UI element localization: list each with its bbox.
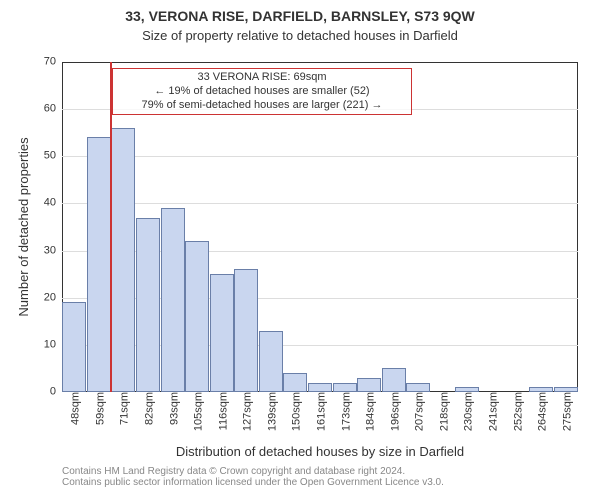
footer-line-1: Contains HM Land Registry data © Crown c…: [62, 466, 444, 477]
x-tick-label: 105sqm: [190, 392, 205, 431]
y-tick-label: 40: [44, 198, 62, 209]
histogram-bar: [210, 274, 234, 392]
x-tick-label: 252sqm: [509, 392, 524, 431]
histogram-bar: [111, 128, 135, 392]
histogram-bar: [382, 368, 406, 392]
y-tick-label: 50: [44, 151, 62, 162]
annotation-line: 79% of semi-detached houses are larger (…: [117, 99, 407, 113]
x-tick-label: 127sqm: [239, 392, 254, 431]
x-tick-label: 184sqm: [362, 392, 377, 431]
x-tick-label: 264sqm: [534, 392, 549, 431]
histogram-bar: [234, 269, 258, 392]
x-tick-label: 116sqm: [214, 392, 229, 430]
y-tick-label: 0: [50, 387, 62, 398]
x-axis-label: Distribution of detached houses by size …: [62, 444, 578, 459]
x-tick-label: 139sqm: [263, 392, 278, 431]
x-tick-label: 173sqm: [337, 392, 352, 431]
histogram-bar: [308, 383, 332, 392]
x-tick-label: 150sqm: [288, 392, 303, 431]
footer-credits: Contains HM Land Registry data © Crown c…: [62, 466, 444, 488]
histogram-bar: [283, 373, 307, 392]
annotation-box: 33 VERONA RISE: 69sqm← 19% of detached h…: [112, 68, 412, 115]
y-axis-label: Number of detached properties: [16, 62, 31, 392]
chart-plot-area: 01020304050607048sqm59sqm71sqm82sqm93sqm…: [62, 62, 578, 392]
x-tick-label: 161sqm: [313, 392, 328, 431]
histogram-bar: [87, 137, 111, 392]
histogram-bar: [62, 302, 86, 392]
histogram-bar: [185, 241, 209, 392]
x-tick-label: 48sqm: [67, 392, 82, 425]
axis-top: [62, 62, 578, 63]
x-tick-label: 241sqm: [485, 392, 500, 431]
footer-line-2: Contains public sector information licen…: [62, 477, 444, 488]
gridline: [62, 156, 578, 157]
y-tick-label: 70: [44, 57, 62, 68]
y-tick-label: 20: [44, 292, 62, 303]
annotation-line: ← 19% of detached houses are smaller (52…: [117, 85, 407, 99]
y-tick-label: 60: [44, 104, 62, 115]
x-tick-label: 207sqm: [411, 392, 426, 431]
annotation-line: 33 VERONA RISE: 69sqm: [117, 71, 407, 85]
histogram-bar: [161, 208, 185, 392]
histogram-bar: [259, 331, 283, 392]
x-tick-label: 218sqm: [435, 392, 450, 431]
y-tick-label: 10: [44, 339, 62, 350]
page-root: { "title": "33, VERONA RISE, DARFIELD, B…: [0, 0, 600, 500]
x-tick-label: 82sqm: [141, 392, 156, 425]
x-tick-label: 196sqm: [386, 392, 401, 431]
page-subtitle: Size of property relative to detached ho…: [0, 28, 600, 43]
x-tick-label: 71sqm: [116, 392, 131, 425]
histogram-bar: [333, 383, 357, 392]
gridline: [62, 203, 578, 204]
x-tick-label: 275sqm: [558, 392, 573, 431]
histogram-bar: [406, 383, 430, 392]
page-title: 33, VERONA RISE, DARFIELD, BARNSLEY, S73…: [0, 8, 600, 24]
y-tick-label: 30: [44, 245, 62, 256]
histogram-bar: [357, 378, 381, 392]
axis-right: [577, 62, 578, 392]
x-tick-label: 59sqm: [91, 392, 106, 425]
x-tick-label: 93sqm: [165, 392, 180, 425]
histogram-bar: [136, 218, 160, 392]
x-tick-label: 230sqm: [460, 392, 475, 431]
